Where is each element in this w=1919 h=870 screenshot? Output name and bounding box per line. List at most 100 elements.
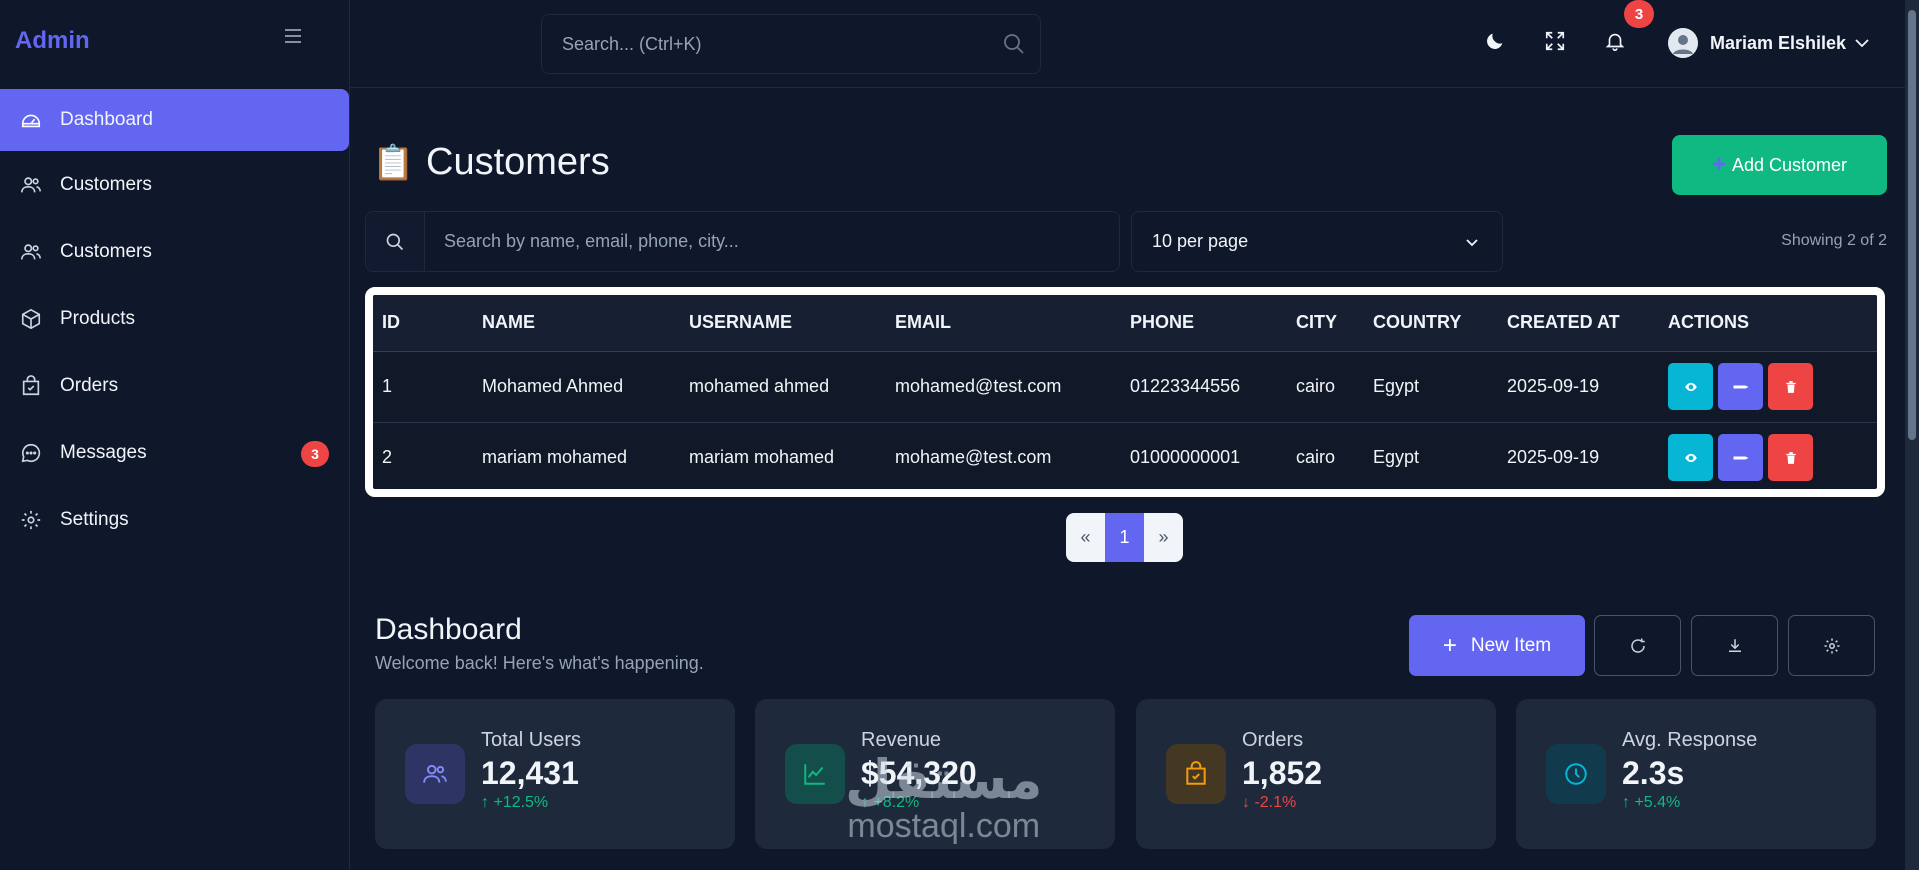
- sidebar-item-label: Customers: [60, 174, 152, 195]
- sidebar-item-label: Customers: [60, 241, 152, 262]
- clipboard-icon: 📋: [372, 144, 415, 182]
- stat-value: $54,320: [861, 755, 977, 791]
- clock-icon: [1546, 744, 1606, 804]
- stat-change: ↑ +8.2%: [861, 794, 920, 811]
- delete-button[interactable]: [1768, 363, 1813, 410]
- cell-name: mariam mohamed: [482, 447, 628, 468]
- cell-created-at: 2025-09-19: [1507, 447, 1600, 468]
- pager-page-1[interactable]: 1: [1105, 513, 1144, 562]
- cell-username: mariam mohamed: [689, 447, 835, 468]
- cell-city: cairo: [1287, 351, 1364, 423]
- sidebar-item-customers-2[interactable]: Customers: [0, 221, 349, 283]
- scrollbar[interactable]: [1905, 0, 1919, 870]
- cell-country: Egypt: [1364, 351, 1498, 423]
- stat-card-total-users: Total Users 12,431 ↑ +12.5%: [375, 699, 735, 849]
- eye-icon: [1684, 380, 1698, 394]
- column-header-email[interactable]: EMAIL: [886, 295, 1121, 352]
- customer-search-input[interactable]: Search by name, email, phone, city...: [365, 211, 1120, 272]
- table-row: 2 mariam mohamed mariam mohamed mohame@t…: [373, 422, 1877, 489]
- add-customer-label: Add Customer: [1731, 154, 1848, 175]
- sidebar-item-customers[interactable]: Customers: [0, 154, 349, 216]
- cell-country: Egypt: [1373, 447, 1420, 468]
- box-icon: [20, 308, 42, 330]
- search-icon: [366, 212, 425, 271]
- cell-id: 1: [373, 351, 473, 423]
- delete-button[interactable]: [1768, 434, 1813, 482]
- dashboard-subtitle: Welcome back! Here's what's happening.: [375, 653, 704, 673]
- pagination: « 1 »: [1066, 513, 1183, 562]
- per-page-select[interactable]: 10 per page: [1131, 211, 1503, 272]
- user-menu[interactable]: Mariam Elshilek: [1668, 28, 1870, 58]
- chevron-down-icon: [1854, 35, 1870, 51]
- settings-button[interactable]: [1788, 615, 1875, 676]
- cell-email: mohamed@test.com: [886, 351, 1121, 423]
- bell-icon[interactable]: [1604, 30, 1626, 52]
- stat-card-avg-response: Avg. Response 2.3s ↑ +5.4%: [1516, 699, 1876, 849]
- view-button[interactable]: [1668, 363, 1713, 410]
- sidebar-item-dashboard[interactable]: Dashboard: [0, 89, 349, 151]
- per-page-value: 10 per page: [1152, 231, 1249, 251]
- customers-table: ID NAME USERNAME EMAIL PHONE CITY COUNTR…: [365, 287, 1885, 497]
- showing-count: Showing 2 of 2: [1781, 232, 1887, 249]
- stat-value: 12,431: [481, 755, 579, 791]
- cell-actions: [1659, 351, 1877, 423]
- edit-button[interactable]: [1718, 434, 1763, 482]
- users-icon: [20, 174, 42, 196]
- pager-prev[interactable]: «: [1080, 527, 1091, 547]
- refresh-button[interactable]: [1594, 615, 1681, 676]
- view-button[interactable]: [1668, 434, 1713, 482]
- global-search-input[interactable]: Search... (Ctrl+K): [541, 14, 1041, 74]
- notification-badge: 3: [1624, 0, 1654, 28]
- top-bar: Search... (Ctrl+K) 3 Mariam Elshilek: [350, 0, 1919, 88]
- sidebar-item-label: Products: [60, 308, 135, 329]
- stat-value: 1,852: [1242, 755, 1323, 791]
- fullscreen-icon[interactable]: [1544, 30, 1566, 52]
- download-icon: [1726, 637, 1744, 655]
- moon-icon[interactable]: [1484, 30, 1506, 52]
- trash-icon: [1785, 380, 1797, 394]
- edit-button[interactable]: [1718, 363, 1763, 410]
- add-customer-button[interactable]: + Add Customer: [1672, 135, 1887, 195]
- pager-next[interactable]: »: [1158, 527, 1169, 547]
- sidebar-item-orders[interactable]: Orders: [0, 355, 349, 417]
- stat-card-orders: Orders 1,852 ↓ -2.1%: [1136, 699, 1496, 849]
- column-header-name[interactable]: NAME: [473, 295, 680, 352]
- plus-icon: +: [1711, 151, 1726, 178]
- sidebar-item-label: Messages: [60, 442, 147, 463]
- eye-icon: [1684, 451, 1698, 465]
- column-header-id[interactable]: ID: [373, 295, 473, 352]
- refresh-icon: [1629, 637, 1647, 655]
- messages-badge: 3: [301, 441, 329, 467]
- column-header-created-at[interactable]: CREATED AT: [1498, 295, 1659, 352]
- customer-search-placeholder: Search by name, email, phone, city...: [444, 231, 739, 251]
- stat-label: Avg. Response: [1622, 729, 1758, 751]
- dashboard-title: Dashboard: [375, 613, 522, 646]
- column-header-phone[interactable]: PHONE: [1121, 295, 1287, 352]
- sidebar-item-label: Dashboard: [60, 109, 153, 130]
- new-item-button[interactable]: + New Item: [1409, 615, 1585, 676]
- sidebar-item-products[interactable]: Products: [0, 288, 349, 350]
- users-icon: [20, 241, 42, 263]
- search-icon[interactable]: [1002, 32, 1026, 56]
- scrollbar-thumb[interactable]: [1908, 10, 1916, 440]
- cell-actions: [1659, 422, 1877, 489]
- cell-id: 2: [382, 447, 393, 468]
- stat-label: Orders: [1242, 729, 1304, 751]
- users-icon: [405, 744, 465, 804]
- download-button[interactable]: [1691, 615, 1778, 676]
- column-header-country[interactable]: COUNTRY: [1364, 295, 1498, 352]
- stat-change: ↑ +5.4%: [1622, 794, 1681, 811]
- column-header-username[interactable]: USERNAME: [680, 295, 886, 352]
- dashboard-icon: [20, 109, 42, 131]
- sidebar-item-messages[interactable]: Messages 3: [0, 422, 349, 484]
- sidebar-item-settings[interactable]: Settings: [0, 489, 349, 551]
- cell-username: mohamed ahmed: [680, 351, 886, 423]
- chat-icon: [20, 442, 42, 464]
- cell-email: mohame@test.com: [895, 447, 1052, 468]
- menu-toggle-icon[interactable]: [284, 28, 302, 44]
- cell-name: Mohamed Ahmed: [473, 351, 680, 423]
- stat-label: Total Users: [481, 729, 582, 751]
- brand-logo[interactable]: Admin: [15, 27, 90, 54]
- cell-created-at: 2025-09-19: [1498, 351, 1659, 423]
- column-header-city[interactable]: CITY: [1287, 295, 1364, 352]
